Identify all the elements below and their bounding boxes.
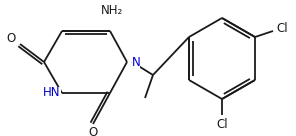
Text: O: O xyxy=(7,33,16,46)
Text: HN: HN xyxy=(43,86,61,100)
Text: O: O xyxy=(89,126,98,136)
Text: Cl: Cl xyxy=(216,118,228,131)
Text: N: N xyxy=(132,55,140,69)
Text: Cl: Cl xyxy=(276,21,288,35)
Text: NH₂: NH₂ xyxy=(101,4,123,17)
